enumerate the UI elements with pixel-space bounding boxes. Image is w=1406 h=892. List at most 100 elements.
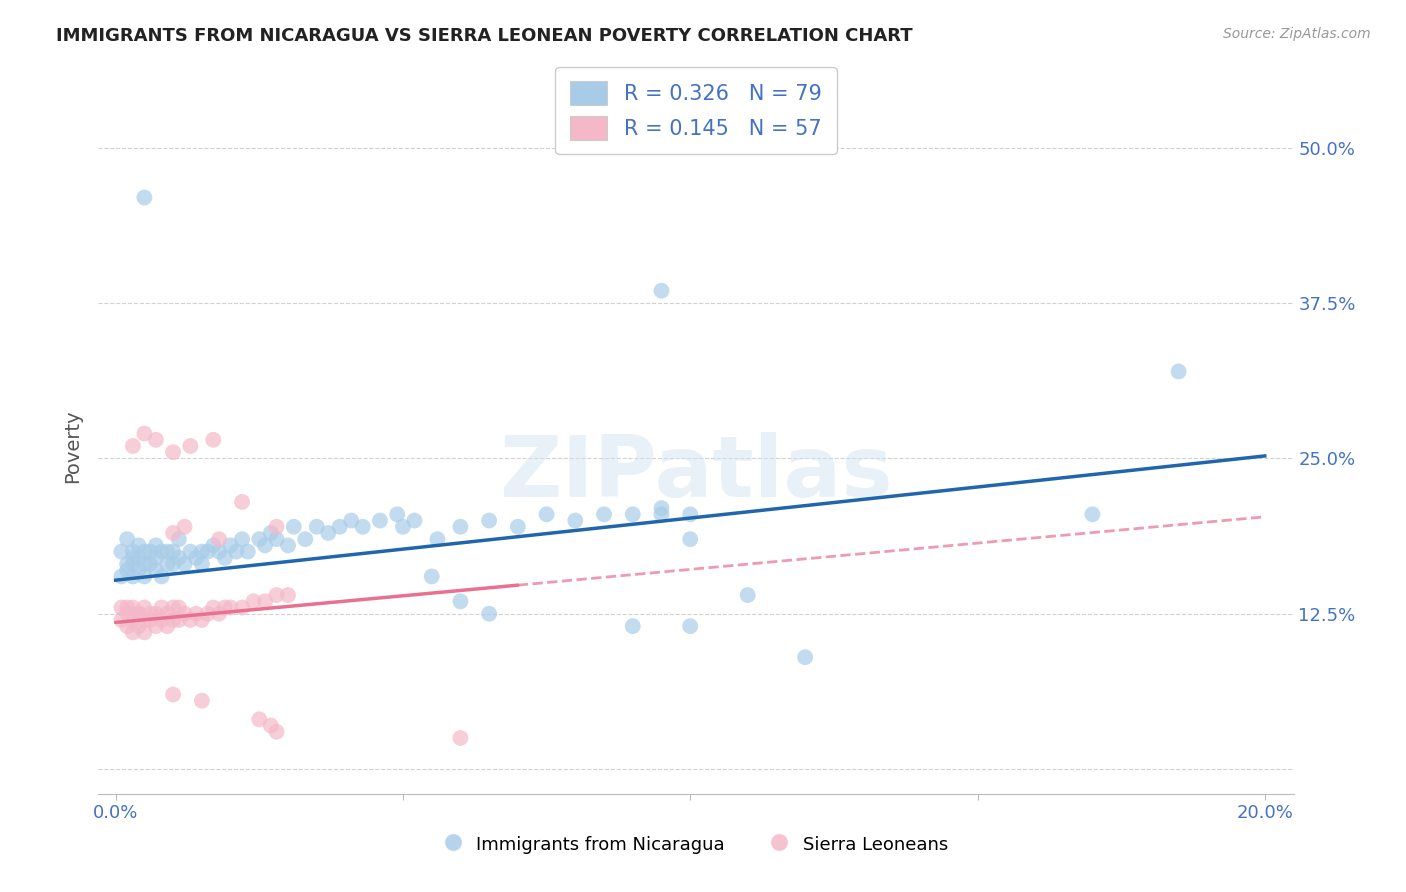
Point bbox=[385, 508, 409, 522]
Point bbox=[254, 594, 277, 608]
Point bbox=[115, 600, 138, 615]
Point bbox=[115, 563, 138, 577]
Point bbox=[621, 619, 644, 633]
Point bbox=[134, 613, 156, 627]
Point bbox=[110, 613, 132, 627]
Point bbox=[392, 520, 415, 534]
Point bbox=[247, 712, 270, 726]
Point bbox=[150, 569, 173, 583]
Point bbox=[134, 600, 156, 615]
Point bbox=[145, 538, 167, 552]
Point bbox=[593, 508, 616, 522]
Point bbox=[167, 532, 190, 546]
Legend: Immigrants from Nicaragua, Sierra Leoneans: Immigrants from Nicaragua, Sierra Leonea… bbox=[437, 828, 955, 862]
Text: IMMIGRANTS FROM NICARAGUA VS SIERRA LEONEAN POVERTY CORRELATION CHART: IMMIGRANTS FROM NICARAGUA VS SIERRA LEON… bbox=[56, 27, 912, 45]
Point bbox=[134, 557, 156, 571]
Point bbox=[679, 508, 702, 522]
Point bbox=[128, 550, 150, 565]
Y-axis label: Poverty: Poverty bbox=[63, 409, 83, 483]
Point bbox=[122, 613, 145, 627]
Point bbox=[650, 284, 672, 298]
Text: Source: ZipAtlas.com: Source: ZipAtlas.com bbox=[1223, 27, 1371, 41]
Point bbox=[145, 563, 167, 577]
Point bbox=[162, 445, 184, 459]
Point bbox=[266, 520, 288, 534]
Point bbox=[173, 607, 195, 621]
Point bbox=[506, 520, 529, 534]
Point bbox=[564, 514, 586, 528]
Point bbox=[283, 520, 305, 534]
Point bbox=[208, 532, 231, 546]
Point bbox=[110, 569, 132, 583]
Point bbox=[225, 544, 247, 558]
Point bbox=[536, 508, 558, 522]
Point bbox=[231, 600, 253, 615]
Point bbox=[650, 501, 672, 516]
Point bbox=[115, 557, 138, 571]
Point bbox=[679, 532, 702, 546]
Point bbox=[231, 532, 253, 546]
Point bbox=[191, 544, 214, 558]
Point bbox=[162, 600, 184, 615]
Point bbox=[173, 557, 195, 571]
Point bbox=[173, 520, 195, 534]
Point bbox=[449, 731, 471, 745]
Point bbox=[1081, 508, 1104, 522]
Point bbox=[128, 607, 150, 621]
Point bbox=[122, 557, 145, 571]
Point bbox=[679, 619, 702, 633]
Point bbox=[122, 625, 145, 640]
Point bbox=[202, 600, 225, 615]
Point bbox=[368, 514, 391, 528]
Point bbox=[254, 538, 277, 552]
Point bbox=[134, 190, 156, 204]
Point bbox=[128, 619, 150, 633]
Point bbox=[236, 544, 259, 558]
Point bbox=[179, 613, 201, 627]
Point bbox=[134, 544, 156, 558]
Point bbox=[316, 526, 339, 541]
Point bbox=[266, 588, 288, 602]
Point bbox=[162, 544, 184, 558]
Point bbox=[134, 625, 156, 640]
Point bbox=[167, 550, 190, 565]
Point bbox=[139, 544, 162, 558]
Point bbox=[449, 520, 471, 534]
Point bbox=[191, 694, 214, 708]
Point bbox=[134, 569, 156, 583]
Point bbox=[294, 532, 316, 546]
Point bbox=[156, 557, 179, 571]
Point bbox=[184, 607, 207, 621]
Point bbox=[478, 514, 501, 528]
Point bbox=[156, 619, 179, 633]
Point bbox=[122, 439, 145, 453]
Point bbox=[478, 607, 501, 621]
Point bbox=[122, 600, 145, 615]
Point bbox=[352, 520, 374, 534]
Point bbox=[650, 508, 672, 522]
Point bbox=[260, 718, 283, 732]
Point bbox=[1167, 364, 1189, 378]
Point bbox=[737, 588, 759, 602]
Point bbox=[115, 619, 138, 633]
Point bbox=[115, 532, 138, 546]
Point bbox=[191, 613, 214, 627]
Point bbox=[150, 600, 173, 615]
Point bbox=[247, 532, 270, 546]
Point bbox=[122, 544, 145, 558]
Point bbox=[145, 550, 167, 565]
Point bbox=[128, 607, 150, 621]
Point bbox=[128, 538, 150, 552]
Point bbox=[145, 433, 167, 447]
Point bbox=[420, 569, 443, 583]
Point bbox=[110, 544, 132, 558]
Point bbox=[128, 563, 150, 577]
Point bbox=[156, 544, 179, 558]
Point bbox=[184, 550, 207, 565]
Point bbox=[167, 613, 190, 627]
Point bbox=[621, 508, 644, 522]
Point bbox=[122, 550, 145, 565]
Point bbox=[260, 526, 283, 541]
Point bbox=[219, 538, 242, 552]
Point bbox=[145, 607, 167, 621]
